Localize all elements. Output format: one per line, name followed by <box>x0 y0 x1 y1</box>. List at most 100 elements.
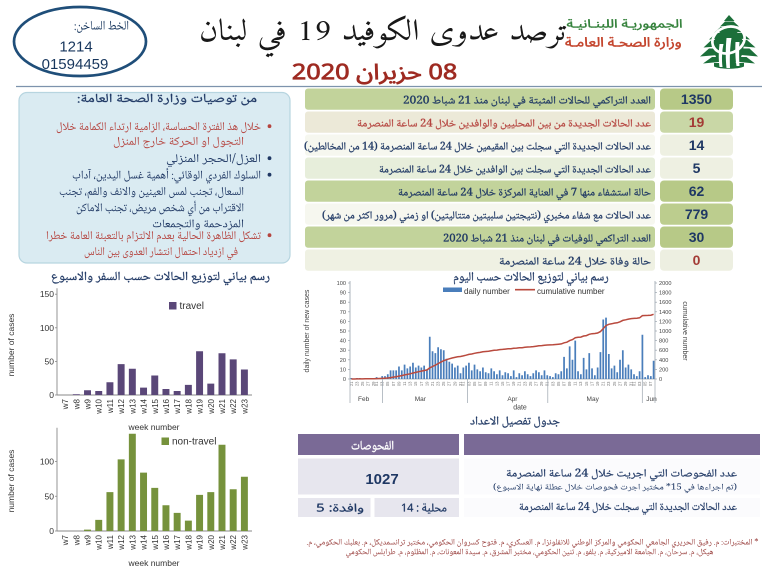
svg-text:w10: w10 <box>95 398 104 414</box>
svg-text:21: 21 <box>601 381 606 386</box>
svg-text:100: 100 <box>337 281 346 287</box>
svg-text:w22: w22 <box>229 534 238 550</box>
svg-text:19: 19 <box>595 381 600 386</box>
svg-text:w17: w17 <box>173 398 182 414</box>
svg-text:week number: week number <box>127 558 179 568</box>
svg-text:01: 01 <box>631 381 636 386</box>
svg-text:27: 27 <box>447 381 452 386</box>
svg-text:number of cases: number of cases <box>6 314 16 377</box>
svg-text:1800: 1800 <box>659 291 671 297</box>
svg-text:29: 29 <box>371 381 376 386</box>
svg-text:Jun: Jun <box>646 396 657 403</box>
svg-text:w16: w16 <box>162 534 171 550</box>
svg-text:Mar: Mar <box>415 396 427 403</box>
svg-text:01: 01 <box>461 381 466 386</box>
svg-text:15: 15 <box>500 381 505 386</box>
svg-text:11: 11 <box>402 381 407 386</box>
svg-text:200: 200 <box>659 367 668 373</box>
svg-text:w8: w8 <box>72 398 81 410</box>
svg-text:09: 09 <box>567 381 572 386</box>
svg-text:29: 29 <box>452 381 457 386</box>
svg-text:03: 03 <box>637 381 642 386</box>
svg-text:90: 90 <box>340 291 346 297</box>
svg-text:w14: w14 <box>140 398 149 414</box>
svg-text:23: 23 <box>354 381 359 386</box>
svg-text:w13: w13 <box>128 534 137 550</box>
svg-text:600: 600 <box>659 348 668 354</box>
svg-text:31: 31 <box>458 381 463 386</box>
svg-text:05: 05 <box>472 381 477 386</box>
svg-text:May: May <box>587 396 600 403</box>
svg-text:19: 19 <box>689 114 705 130</box>
svg-text:01: 01 <box>374 381 379 386</box>
svg-text:10: 10 <box>340 367 346 373</box>
svg-text:80: 80 <box>340 300 346 306</box>
svg-text:400: 400 <box>659 358 668 364</box>
svg-text:27: 27 <box>366 381 371 386</box>
svg-text:w22: w22 <box>229 398 238 414</box>
svg-text:Feb: Feb <box>358 396 370 403</box>
svg-text:w8: w8 <box>72 534 81 546</box>
svg-text:11: 11 <box>573 381 578 386</box>
svg-text:05: 05 <box>385 381 390 386</box>
svg-text:number of cases: number of cases <box>6 450 16 513</box>
svg-text:31: 31 <box>629 381 634 386</box>
svg-text:w9: w9 <box>84 534 93 546</box>
svg-text:07: 07 <box>562 381 567 386</box>
svg-text:cumulative number: cumulative number <box>537 287 605 296</box>
svg-text:w20: w20 <box>207 398 216 414</box>
svg-text:w14: w14 <box>140 534 149 550</box>
svg-text:27: 27 <box>617 381 622 386</box>
svg-text:25: 25 <box>360 381 365 386</box>
svg-text:w20: w20 <box>207 534 216 550</box>
svg-text:w19: w19 <box>196 534 205 550</box>
svg-text:50: 50 <box>45 491 55 501</box>
svg-text:cumulative number: cumulative number <box>681 301 688 361</box>
svg-text:w23: w23 <box>240 398 249 414</box>
svg-text:w19: w19 <box>196 398 205 414</box>
svg-text:25: 25 <box>441 381 446 386</box>
svg-text:5: 5 <box>693 160 701 176</box>
svg-text:date: date <box>513 405 527 412</box>
svg-text:14: 14 <box>689 137 705 153</box>
svg-text:17: 17 <box>506 381 511 386</box>
svg-text:40: 40 <box>340 339 346 345</box>
svg-text:19: 19 <box>511 381 516 386</box>
svg-text:daily number of new cases: daily number of new cases <box>304 289 311 372</box>
svg-text:0: 0 <box>343 377 346 383</box>
svg-text:Apr: Apr <box>507 396 518 403</box>
svg-text:03: 03 <box>380 381 385 386</box>
svg-text:21: 21 <box>517 381 522 386</box>
svg-text:0: 0 <box>49 526 54 536</box>
svg-text:11: 11 <box>489 381 494 386</box>
svg-text:15: 15 <box>584 381 589 386</box>
svg-text:27: 27 <box>534 381 539 386</box>
svg-text:w18: w18 <box>184 534 193 550</box>
svg-text:21: 21 <box>349 381 354 386</box>
svg-text:w12: w12 <box>117 534 126 550</box>
svg-text:w13: w13 <box>128 398 137 414</box>
svg-text:07: 07 <box>648 381 653 386</box>
svg-text:100: 100 <box>40 323 54 333</box>
svg-text:1350: 1350 <box>681 91 712 107</box>
svg-text:01594459: 01594459 <box>42 56 109 73</box>
svg-text:01: 01 <box>545 381 550 386</box>
svg-text:07: 07 <box>478 381 483 386</box>
svg-text:23: 23 <box>436 381 441 386</box>
svg-text:w9: w9 <box>84 398 93 410</box>
svg-text:150: 150 <box>40 289 54 299</box>
svg-text:13: 13 <box>494 381 499 386</box>
svg-text:50: 50 <box>340 329 346 335</box>
svg-text:0: 0 <box>659 377 662 383</box>
svg-text:daily number: daily number <box>464 287 510 296</box>
svg-text:100: 100 <box>40 457 54 467</box>
svg-text:15: 15 <box>413 381 418 386</box>
svg-text:w7: w7 <box>61 534 70 546</box>
svg-text:29: 29 <box>539 381 544 386</box>
svg-text:09: 09 <box>483 381 488 386</box>
svg-text:w23: w23 <box>240 534 249 550</box>
svg-text:w11: w11 <box>106 534 115 550</box>
svg-text:50: 50 <box>45 356 55 366</box>
svg-text:w11: w11 <box>106 398 115 414</box>
svg-text:25: 25 <box>612 381 617 386</box>
